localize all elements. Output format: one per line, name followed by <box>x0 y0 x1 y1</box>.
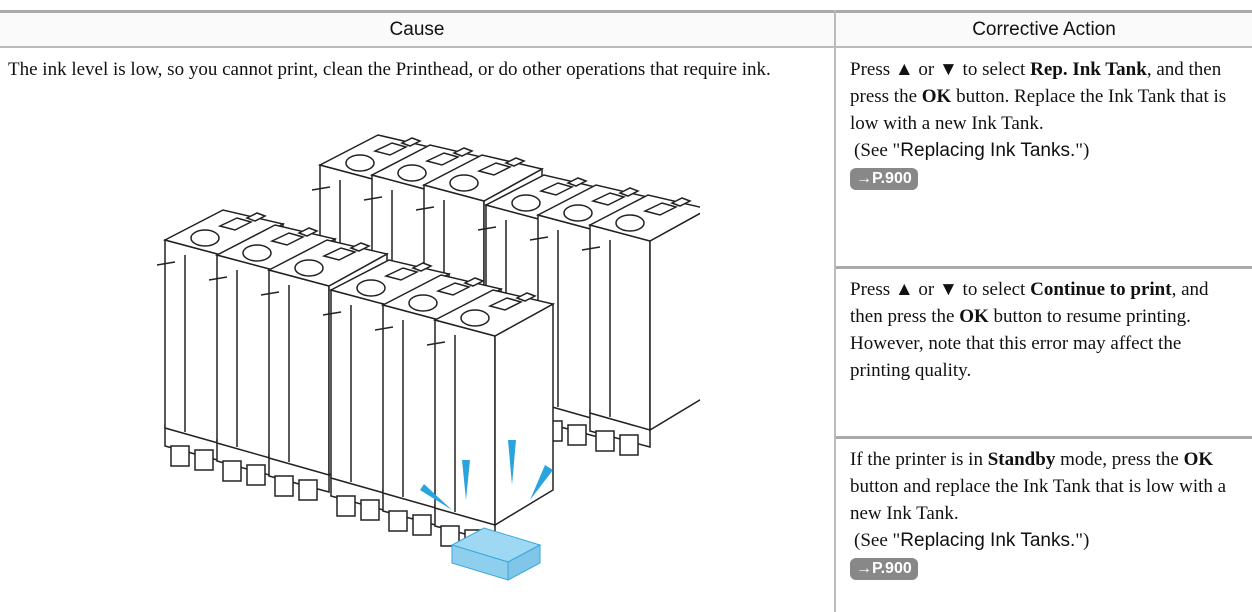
text-run: (See " <box>854 140 901 161</box>
header-cause: Cause <box>0 10 834 48</box>
text-run: Replacing Ink Tanks. <box>900 140 1076 161</box>
action-cell: Press ▲ or ▼ to select Continue to print… <box>850 276 1235 384</box>
bold-text: OK <box>921 86 952 107</box>
bold-text: Continue to print <box>1030 279 1172 300</box>
page-link[interactable]: →P.900 <box>850 168 918 190</box>
header-action: Corrective Action <box>836 10 1252 48</box>
text-run: Press ▲ or ▼ to select <box>850 279 1031 300</box>
row-separator <box>836 436 1252 439</box>
text-run: Replacing Ink Tanks. <box>900 530 1076 551</box>
column-divider <box>834 10 836 612</box>
see-reference: (See "Replacing Ink Tanks.") <box>850 137 1235 164</box>
bold-text: OK <box>1183 449 1214 470</box>
page-link[interactable]: →P.900 <box>850 558 918 580</box>
text-run: (See " <box>854 530 901 551</box>
bold-text: Standby <box>987 449 1056 470</box>
text-run: , and then press the <box>850 279 1209 327</box>
see-reference: (See "Replacing Ink Tanks.") <box>850 527 1235 554</box>
text-run: If the printer is in <box>850 449 988 470</box>
text-run: button. Replace the Ink Tank that is low… <box>850 86 1227 134</box>
text-run: ") <box>1075 140 1090 161</box>
text-run: button to resume printing. However, note… <box>850 306 1191 381</box>
action-cell: Press ▲ or ▼ to select Rep. Ink Tank, an… <box>850 56 1235 191</box>
bold-text: OK <box>959 306 989 327</box>
text-run: , and then press the <box>850 59 1222 107</box>
cause-text: The ink level is low, so you cannot prin… <box>8 59 771 80</box>
text-run: ") <box>1075 530 1090 551</box>
ink-tank-illustration <box>156 134 700 581</box>
text-run: button and replace the Ink Tank that is … <box>850 476 1227 524</box>
text-run: Press ▲ or ▼ to select <box>850 59 1031 80</box>
row-separator <box>836 266 1252 269</box>
text-run: mode, press the <box>1055 449 1184 470</box>
action-cell: If the printer is in Standby mode, press… <box>850 446 1235 581</box>
bold-text: Rep. Ink Tank <box>1030 59 1147 80</box>
